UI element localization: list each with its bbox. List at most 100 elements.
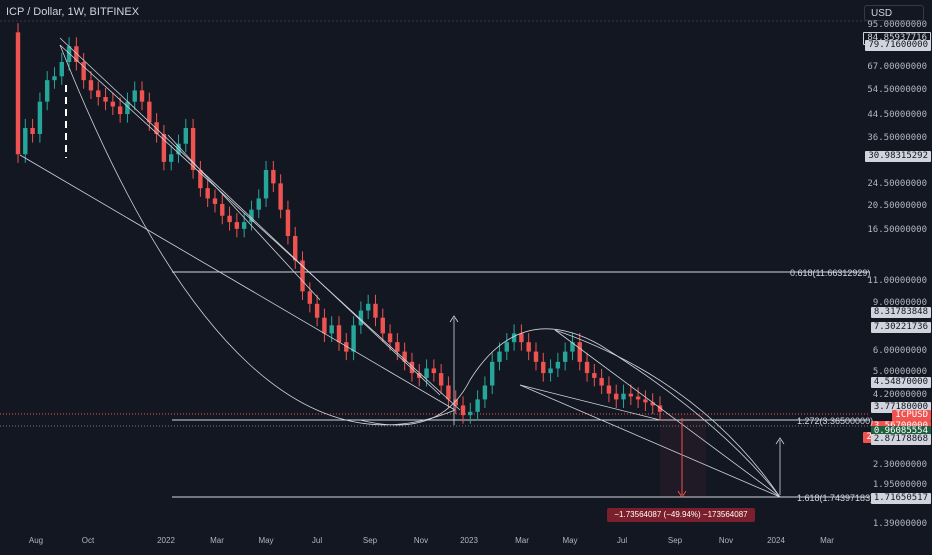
candle-body [424, 368, 429, 378]
candle-body [322, 317, 327, 334]
candle-body [59, 61, 64, 77]
candle-body [198, 170, 203, 189]
candle-body [344, 342, 349, 352]
y-tick: 9.00000000 [872, 298, 927, 308]
candle-body [81, 61, 86, 81]
candle-body [234, 222, 240, 229]
price-tag: 79.71600000 [865, 40, 931, 51]
candle-body [490, 361, 495, 386]
rounded-top-curve [359, 328, 781, 498]
candle-body [44, 80, 50, 102]
x-tick: Aug [28, 536, 44, 545]
candle-body [227, 215, 232, 223]
x-tick: Jul [311, 536, 323, 545]
x-tick: Sep [667, 536, 683, 545]
x-tick: 2023 [460, 536, 478, 545]
trend-line [59, 44, 461, 411]
y-tick: 36.50000000 [867, 133, 927, 143]
candle-body [438, 373, 444, 386]
candle-body [643, 399, 648, 403]
x-tick: Jul [616, 536, 628, 545]
candle-body [453, 399, 458, 406]
candle-body [212, 198, 218, 204]
candle-body [205, 188, 210, 199]
candle-body [285, 209, 291, 236]
candle-body [431, 368, 437, 374]
currency-button[interactable]: USD [864, 5, 924, 21]
x-tick: May [562, 536, 578, 545]
candle-body [526, 342, 531, 352]
candle-body [314, 303, 320, 318]
candle-body [103, 97, 108, 102]
candle-body [409, 361, 415, 374]
y-tick: 11.00000000 [867, 276, 927, 286]
candle-body [132, 90, 137, 102]
candle-body [548, 368, 553, 374]
candle-body [657, 405, 663, 412]
candle-body [249, 209, 254, 223]
candle-body [336, 325, 342, 343]
candle-body [475, 399, 480, 412]
fib-label-1618: 1.618(1.74397183) [797, 493, 874, 503]
candle-body [592, 373, 597, 378]
y-tick: 44.50000000 [867, 110, 927, 120]
curve-line [59, 44, 456, 426]
candle-body [263, 170, 269, 199]
candle-body [161, 134, 167, 162]
falling-wedge-line [519, 384, 781, 498]
candle-body [96, 90, 101, 98]
candle-body [402, 351, 407, 362]
candle-body [307, 291, 313, 304]
y-tick: 1.39000000 [872, 519, 927, 529]
x-tick: 2024 [767, 536, 785, 545]
x-tick: May [258, 536, 274, 545]
candle-body [256, 198, 261, 210]
price-axis[interactable] [870, 0, 932, 550]
candle-body [88, 80, 94, 91]
candle-body [650, 402, 655, 406]
price-tag: 8.31783848 [870, 307, 931, 318]
y-tick: 95.00000000 [867, 20, 927, 30]
x-tick: Mar [210, 536, 224, 545]
candle-body [147, 101, 152, 123]
candle-body [110, 101, 116, 107]
candle-body [482, 385, 488, 400]
candle-body [460, 405, 466, 416]
candle-body [30, 127, 35, 135]
symbol-tag: ICPUSD [892, 410, 931, 421]
up-arrow-head [775, 437, 785, 445]
candle-body [117, 106, 123, 115]
y-tick: 67.00000000 [867, 62, 927, 72]
candle-body [380, 317, 385, 334]
y-tick: 54.50000000 [867, 85, 927, 95]
candle-body [621, 393, 626, 400]
candle-body [533, 351, 539, 362]
candle-body [577, 342, 582, 362]
candle-body [358, 310, 364, 326]
candle-body [562, 351, 568, 362]
x-tick: Sep [362, 536, 378, 545]
candle-body [15, 32, 21, 155]
falling-wedge-line [554, 329, 781, 498]
up-arrow-head [449, 315, 459, 323]
candle-body [125, 101, 130, 115]
candle-body [300, 260, 305, 292]
candle-body [74, 46, 79, 62]
price-tag: 4.54870000 [870, 377, 931, 388]
candle-body [395, 342, 400, 352]
price-tag-green: 0.96085554 [870, 426, 931, 437]
candle-body [52, 76, 57, 81]
candle-body [293, 235, 298, 261]
candle-body [511, 333, 517, 343]
candle-body [271, 170, 276, 184]
candle-body [373, 303, 378, 318]
candle-body [446, 385, 451, 400]
y-tick: 5.00000000 [872, 367, 927, 377]
measure-arrow-head [677, 490, 687, 498]
trend-line [59, 37, 441, 396]
candle-body [154, 122, 159, 135]
candle-body [329, 325, 334, 334]
candle-body [183, 127, 188, 144]
